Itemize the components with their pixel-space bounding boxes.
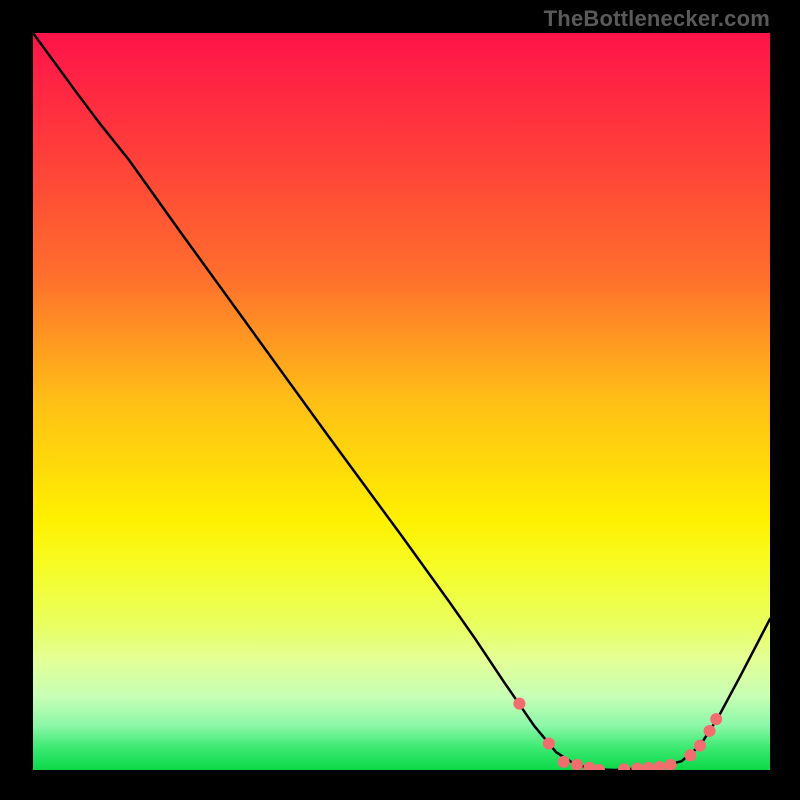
chart-svg (33, 33, 770, 770)
chart-frame: TheBottlenecker.com (0, 0, 800, 800)
chart-background (33, 33, 770, 770)
plot-area (33, 33, 770, 770)
data-marker (684, 749, 696, 761)
data-marker (694, 740, 706, 752)
data-marker (704, 725, 716, 737)
data-marker (710, 713, 722, 725)
data-marker (513, 698, 525, 710)
data-marker (543, 737, 555, 749)
watermark-text: TheBottlenecker.com (544, 6, 770, 32)
data-marker (558, 756, 570, 768)
